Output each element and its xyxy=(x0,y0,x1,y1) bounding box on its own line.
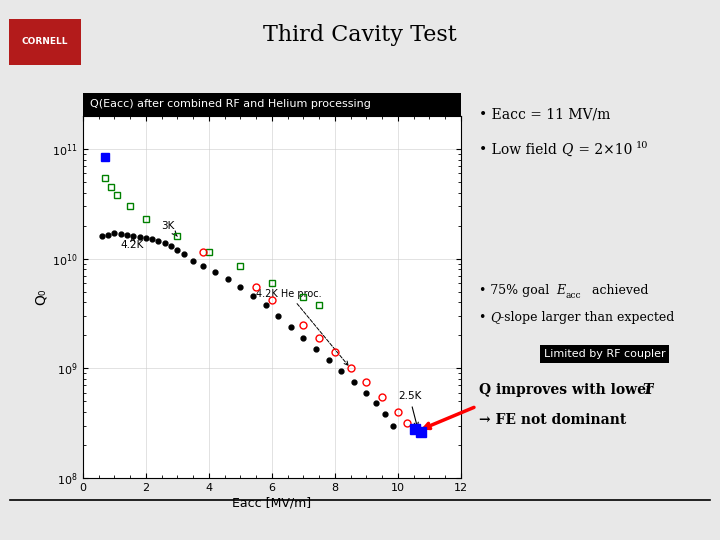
Text: • Eacc = 11 MV/m: • Eacc = 11 MV/m xyxy=(479,108,610,122)
Text: → FE not dominant: → FE not dominant xyxy=(479,413,626,427)
Text: 3K: 3K xyxy=(161,221,177,236)
Text: CORNELL: CORNELL xyxy=(22,37,68,46)
Text: •: • xyxy=(479,311,490,325)
Text: Q: Q xyxy=(490,311,500,325)
Text: Third Cavity Test: Third Cavity Test xyxy=(263,24,457,46)
Text: acc: acc xyxy=(565,291,581,300)
Text: 4.2K: 4.2K xyxy=(121,237,144,250)
Y-axis label: Q₀: Q₀ xyxy=(34,289,48,305)
Text: Q(Eacc) after combined RF and Helium processing: Q(Eacc) after combined RF and Helium pro… xyxy=(91,99,372,109)
Text: = 2×10: = 2×10 xyxy=(574,143,632,157)
Text: T: T xyxy=(642,383,652,397)
Text: achieved: achieved xyxy=(588,284,649,298)
X-axis label: Eacc [MV/m]: Eacc [MV/m] xyxy=(233,497,311,510)
Text: 10: 10 xyxy=(636,141,648,150)
Text: Q improves with lower: Q improves with lower xyxy=(479,383,658,397)
Text: 4.2K He proc.: 4.2K He proc. xyxy=(256,289,348,366)
Text: 2.5K: 2.5K xyxy=(397,392,421,427)
Text: Limited by RF coupler: Limited by RF coupler xyxy=(544,349,665,359)
Text: E: E xyxy=(556,284,565,298)
Text: • 75% goal: • 75% goal xyxy=(479,284,553,298)
Text: -slope larger than expected: -slope larger than expected xyxy=(500,311,675,325)
Text: • Low field: • Low field xyxy=(479,143,561,157)
Text: Q: Q xyxy=(562,143,573,157)
